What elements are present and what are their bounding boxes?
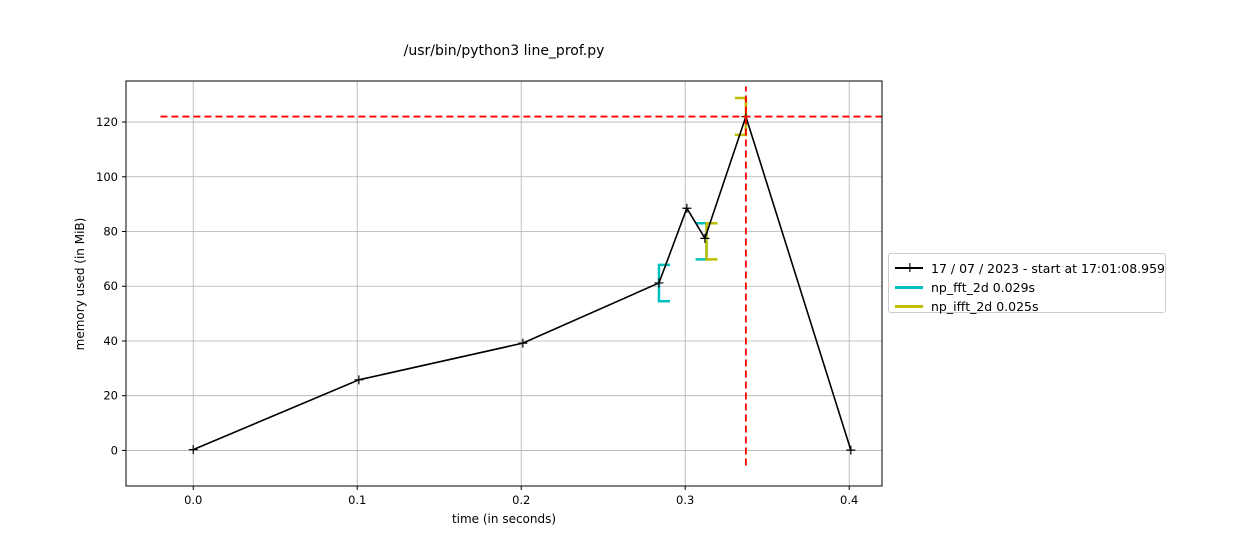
y-tick-label: 40 [103,334,118,348]
plot-frame [125,80,883,487]
y-axis-ticks: 0 20 40 60 80 100 120 [96,115,126,457]
data-point [188,445,198,455]
legend-line-icon [895,278,923,296]
legend-item-ifft: np_ifft_2d 0.025s [889,297,1039,315]
x-tick-label: 0.3 [676,493,694,507]
x-tick-label: 0.0 [184,493,202,507]
legend-label: np_ifft_2d 0.025s [931,298,1039,314]
x-axis-ticks: 0.0 0.1 0.2 0.3 0.4 [184,486,858,507]
legend-item-memory: + 17 / 07 / 2023 - start at 17:01:08.959 [889,259,1165,277]
data-point [518,338,528,348]
peak-lines [160,86,882,466]
data-point [354,375,364,385]
y-tick-label: 120 [96,115,118,129]
x-tick-label: 0.2 [512,493,530,507]
legend-line-icon: + [895,259,923,277]
y-tick-label: 80 [103,225,118,239]
legend-label: 17 / 07 / 2023 - start at 17:01:08.959 [931,260,1165,276]
x-tick-label: 0.4 [840,493,858,507]
legend-label: np_fft_2d 0.029s [931,279,1036,295]
y-axis-label: memory used (in MiB) [73,218,87,351]
y-tick-label: 20 [103,389,118,403]
data-point [700,233,710,243]
y-tick-label: 60 [103,279,118,293]
legend-line-icon [895,297,923,315]
plot-area [126,81,882,486]
memory-line [192,113,852,451]
y-tick-label: 0 [111,443,118,457]
memory-series [188,112,856,455]
chart-title: /usr/bin/python3 line_prof.py [404,43,605,59]
grid-lines [126,81,882,486]
bracket-start [705,222,718,261]
data-point [654,278,664,288]
legend: + 17 / 07 / 2023 - start at 17:01:08.959… [888,253,1166,315]
data-point [846,445,856,455]
y-tick-label: 100 [96,170,118,184]
x-tick-label: 0.1 [348,493,366,507]
data-point [682,203,692,213]
legend-item-fft: np_fft_2d 0.029s [889,278,1035,296]
x-axis-label: time (in seconds) [452,512,556,526]
